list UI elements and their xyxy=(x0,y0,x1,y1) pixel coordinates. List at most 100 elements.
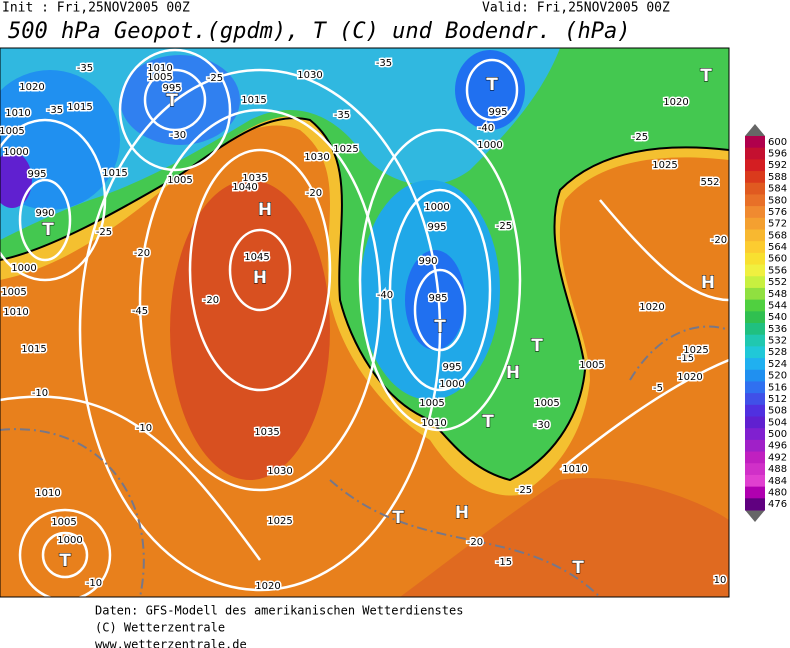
contour-label: 1005 xyxy=(51,517,76,528)
contour-label: 1030 xyxy=(297,70,322,81)
colorbar-swatch xyxy=(745,416,765,429)
colorbar-label: 572 xyxy=(768,219,787,230)
contour-label: 990 xyxy=(418,256,437,267)
contour-label: 1005 xyxy=(579,360,604,371)
isobar xyxy=(188,148,332,392)
low-core xyxy=(0,152,32,208)
contour-label: 990 xyxy=(35,208,54,219)
contour-label: 1020 xyxy=(19,82,44,93)
colorbar-swatch xyxy=(745,393,765,406)
colorbar-swatch xyxy=(745,428,765,441)
contour-label: -30 xyxy=(534,420,550,431)
colorbar-swatch xyxy=(745,264,765,277)
pressure-center: T xyxy=(434,317,446,337)
colorbar-swatch xyxy=(745,474,765,488)
contour-label: 1035 xyxy=(242,173,267,184)
colorbar-swatch xyxy=(745,381,765,394)
pressure-center: T xyxy=(531,336,543,356)
contour-label: 1025 xyxy=(683,345,708,356)
colorbar-swatch xyxy=(745,486,765,499)
contour-label: 1005 xyxy=(147,72,172,83)
contour-label: -15 xyxy=(496,557,512,568)
contour-label: 1010 xyxy=(421,418,446,429)
colorbar-swatch xyxy=(745,498,765,511)
contour-label: 995 xyxy=(27,169,46,180)
contour-label: 1020 xyxy=(663,97,688,108)
contour-label: -20 xyxy=(203,295,219,306)
colorbar-swatch xyxy=(745,334,765,347)
colorbar-label: 500 xyxy=(768,429,787,440)
colorbar-swatch xyxy=(745,451,765,464)
colorbar-label: 520 xyxy=(768,371,787,382)
colorbar-swatch xyxy=(745,171,765,184)
colorbar-label: 552 xyxy=(768,277,787,288)
colorbar-swatch xyxy=(745,147,765,160)
colorbar-label: 532 xyxy=(768,336,787,347)
colorbar-label: 560 xyxy=(768,254,787,265)
pressure-center: H xyxy=(701,273,715,293)
colorbar-swatch xyxy=(745,276,765,289)
contour-label: 1000 xyxy=(477,140,502,151)
contour-label: 1010 xyxy=(562,464,587,475)
contour-label: -10 xyxy=(136,423,152,434)
colorbar-label: 556 xyxy=(768,265,787,276)
footer-line: (C) Wetterzentrale xyxy=(95,621,225,635)
isobar xyxy=(388,188,492,392)
pressure-center: H xyxy=(258,200,272,220)
ridge xyxy=(170,180,330,480)
contour-label: 1010 xyxy=(3,307,28,318)
contour-label: 10 xyxy=(714,575,727,586)
colorbar-label: 596 xyxy=(768,149,787,160)
isobar xyxy=(78,68,442,592)
map-frame xyxy=(0,47,730,598)
contour-label: 1005 xyxy=(0,126,25,137)
contour-label: 1040 xyxy=(232,182,257,193)
colorbar-label: 496 xyxy=(768,441,787,452)
contour-label: 995 xyxy=(488,107,507,118)
colorbar-label: 576 xyxy=(768,207,787,218)
contour-label: 1030 xyxy=(267,466,292,477)
isobar xyxy=(228,228,292,312)
contour-label: -45 xyxy=(132,306,148,317)
contour-label: 1015 xyxy=(102,168,127,179)
isobar xyxy=(0,199,729,561)
contour-label: -35 xyxy=(334,110,350,121)
isobar xyxy=(18,508,112,597)
pressure-center: T xyxy=(59,551,71,571)
552-line xyxy=(0,117,729,482)
pressure-center: T xyxy=(486,75,498,95)
contour-label: -30 xyxy=(170,130,186,141)
init-time: Init : Fri,25NOV2005 00Z xyxy=(2,1,190,16)
contour-label: 1000 xyxy=(57,535,82,546)
footer-line: www.wetterzentrale.de xyxy=(95,638,247,648)
contour-label: -25 xyxy=(496,221,512,232)
isobar xyxy=(118,48,232,172)
colorbar-label: 524 xyxy=(768,359,787,370)
isobar xyxy=(143,68,207,132)
colorbar-swatch xyxy=(745,299,765,312)
red-south xyxy=(400,478,729,597)
contour-label: 1020 xyxy=(639,302,664,313)
colorbar-label: 508 xyxy=(768,406,787,417)
colorbar: 6005965925885845805765725685645605565525… xyxy=(745,136,787,511)
colorbar-swatch xyxy=(745,369,765,382)
contour-label: 1015 xyxy=(67,102,92,113)
contour-label: 1020 xyxy=(255,581,280,592)
contour-label: 995 xyxy=(442,362,461,373)
colorbar-swatch xyxy=(745,404,765,417)
colorbar-swatch xyxy=(745,136,765,149)
colorbar-label: 600 xyxy=(768,137,787,148)
map-title: 500 hPa Geopot.(gpdm), T (C) und Bodendr… xyxy=(8,19,631,44)
colorbar-swatch xyxy=(745,159,765,172)
colorbar-swatch xyxy=(745,287,765,301)
colorbar-swatch xyxy=(745,194,765,207)
contour-label: -20 xyxy=(134,248,150,259)
colorbar-swatch xyxy=(745,346,765,359)
colorbar-label: 516 xyxy=(768,382,787,393)
contour-label: -10 xyxy=(32,388,48,399)
colorbar-label: 484 xyxy=(768,476,787,487)
colorbar-label: 492 xyxy=(768,452,787,463)
colorbar-label: 592 xyxy=(768,160,787,171)
